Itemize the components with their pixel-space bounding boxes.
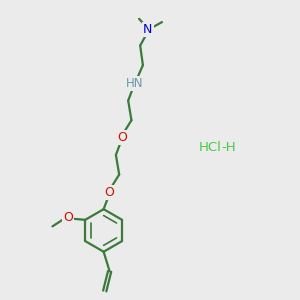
Text: HCl: HCl xyxy=(199,141,221,154)
Text: O: O xyxy=(63,211,73,224)
Text: O: O xyxy=(105,186,115,199)
Text: O: O xyxy=(117,131,127,145)
Text: N: N xyxy=(143,23,152,36)
Text: HN: HN xyxy=(125,77,143,90)
Text: -H: -H xyxy=(222,141,236,154)
